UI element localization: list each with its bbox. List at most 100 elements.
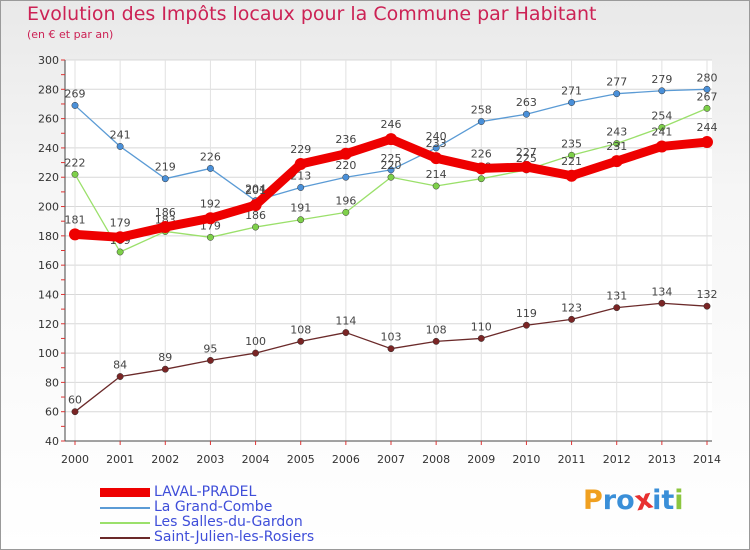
data-label-saint-julien-les-rosiers: 100 — [245, 335, 266, 348]
data-label-la-grand-combe: 258 — [471, 104, 492, 117]
data-label-laval-pradel: 227 — [516, 146, 537, 159]
data-point-laval-pradel — [385, 133, 397, 146]
legend-item: Les Salles-du-Gardon — [100, 514, 420, 531]
data-point-saint-julien-les-rosiers — [703, 302, 711, 310]
legend-swatch — [100, 522, 150, 524]
legend-item: La Grand-Combe — [100, 499, 420, 516]
data-point-la-grand-combe — [522, 110, 530, 118]
y-tick-label: 160 — [38, 259, 59, 272]
data-label-laval-pradel: 244 — [697, 121, 718, 134]
data-point-la-grand-combe — [206, 164, 214, 172]
data-point-la-grand-combe — [703, 85, 711, 93]
data-point-saint-julien-les-rosiers — [387, 345, 395, 353]
data-point-les-salles-du-gardon — [206, 233, 214, 241]
data-label-la-grand-combe: 277 — [606, 76, 627, 89]
data-label-les-salles-du-gardon: 214 — [426, 168, 447, 181]
y-tick-label: 80 — [45, 376, 59, 389]
y-tick-label: 240 — [38, 142, 59, 155]
data-point-laval-pradel — [249, 199, 262, 212]
data-label-les-salles-du-gardon: 225 — [516, 152, 537, 165]
data-point-la-grand-combe — [613, 90, 621, 98]
logo-letter: o — [616, 485, 635, 516]
data-label-saint-julien-les-rosiers: 108 — [290, 323, 311, 336]
data-point-les-salles-du-gardon — [252, 223, 260, 231]
x-tick-label: 2005 — [287, 453, 315, 466]
data-point-saint-julien-les-rosiers — [432, 337, 440, 345]
legend-label: LAVAL-PRADEL — [154, 484, 257, 500]
data-label-laval-pradel: 201 — [245, 184, 266, 197]
data-point-saint-julien-les-rosiers — [252, 349, 260, 357]
data-label-saint-julien-les-rosiers: 103 — [381, 331, 402, 344]
logo-letter: t — [661, 485, 675, 516]
y-tick-label: 180 — [38, 230, 59, 243]
data-point-laval-pradel — [339, 147, 352, 160]
data-point-la-grand-combe — [658, 87, 666, 95]
data-label-la-grand-combe: 263 — [516, 96, 537, 109]
line-chart: 40 60 80 100 120 140 160 180 200 220 240 260 280 300 2… — [38, 54, 721, 466]
data-label-les-salles-du-gardon: 196 — [335, 194, 356, 207]
proxiti-logo: Proxiti — [583, 484, 684, 518]
data-point-laval-pradel — [520, 160, 533, 173]
data-label-saint-julien-les-rosiers: 114 — [335, 315, 356, 328]
data-label-les-salles-du-gardon: 254 — [651, 109, 672, 122]
logo-letter: r — [602, 485, 617, 516]
data-label-les-salles-du-gardon: 222 — [65, 156, 86, 169]
x-tick-label: 2001 — [106, 453, 134, 466]
chart-title: Evolution des Impôts locaux pour la Comm… — [27, 3, 597, 25]
data-point-la-grand-combe — [116, 143, 124, 150]
data-point-les-salles-du-gardon — [116, 248, 124, 256]
data-point-les-salles-du-gardon — [71, 170, 79, 178]
data-point-la-grand-combe — [387, 166, 395, 174]
data-point-la-grand-combe — [342, 173, 350, 181]
data-point-laval-pradel — [69, 228, 81, 241]
data-label-les-salles-du-gardon: 267 — [697, 90, 718, 103]
data-label-la-grand-combe: 241 — [110, 128, 131, 141]
logo-letter: P — [583, 485, 603, 516]
y-tick-label: 220 — [38, 171, 59, 184]
data-label-saint-julien-les-rosiers: 108 — [426, 323, 447, 336]
x-tick-label: 2010 — [512, 453, 540, 466]
data-label-saint-julien-les-rosiers: 119 — [516, 307, 537, 320]
logo-letter: i — [652, 485, 662, 516]
x-tick-label: 2006 — [332, 453, 360, 466]
data-point-laval-pradel — [475, 162, 488, 175]
x-tick-label: 2003 — [196, 453, 224, 466]
data-label-laval-pradel: 231 — [606, 140, 627, 153]
y-tick-label: 260 — [38, 113, 59, 126]
data-label-saint-julien-les-rosiers: 110 — [471, 320, 492, 333]
x-tick-label: 2014 — [693, 453, 721, 466]
y-tick-label: 40 — [45, 435, 59, 448]
data-label-les-salles-du-gardon: 220 — [381, 159, 402, 172]
data-point-les-salles-du-gardon — [342, 208, 350, 216]
data-point-laval-pradel — [294, 158, 307, 171]
x-tick-label: 2004 — [242, 453, 270, 466]
data-point-les-salles-du-gardon — [703, 104, 711, 112]
logo-letter: i — [674, 485, 684, 516]
data-point-saint-julien-les-rosiers — [522, 321, 530, 329]
data-label-laval-pradel: 241 — [651, 125, 672, 138]
data-label-les-salles-du-gardon: 235 — [561, 137, 582, 150]
legend-label: La Grand-Combe — [154, 499, 273, 515]
data-point-laval-pradel — [430, 152, 443, 165]
data-label-la-grand-combe: 219 — [155, 161, 176, 174]
data-label-laval-pradel: 221 — [561, 155, 582, 168]
x-tick-label: 2008 — [422, 453, 450, 466]
data-label-laval-pradel: 192 — [200, 197, 221, 210]
legend-item: Saint-Julien-les-Rosiers — [100, 529, 420, 546]
data-point-saint-julien-les-rosiers — [71, 408, 79, 416]
data-point-les-salles-du-gardon — [613, 140, 621, 147]
data-label-la-grand-combe: 240 — [426, 130, 447, 143]
x-tick-label: 2013 — [648, 453, 676, 466]
data-point-laval-pradel — [159, 221, 172, 234]
plot-area — [65, 60, 712, 441]
legend-label: Saint-Julien-les-Rosiers — [154, 529, 315, 545]
data-point-la-grand-combe — [71, 101, 79, 109]
data-label-laval-pradel: 186 — [155, 206, 176, 219]
data-label-laval-pradel: 229 — [290, 143, 311, 156]
data-point-laval-pradel — [610, 155, 623, 168]
data-label-saint-julien-les-rosiers: 131 — [606, 290, 627, 303]
data-point-les-salles-du-gardon — [297, 216, 305, 224]
data-label-laval-pradel: 233 — [426, 137, 447, 150]
data-point-la-grand-combe — [297, 184, 305, 191]
data-point-saint-julien-les-rosiers — [568, 315, 576, 323]
